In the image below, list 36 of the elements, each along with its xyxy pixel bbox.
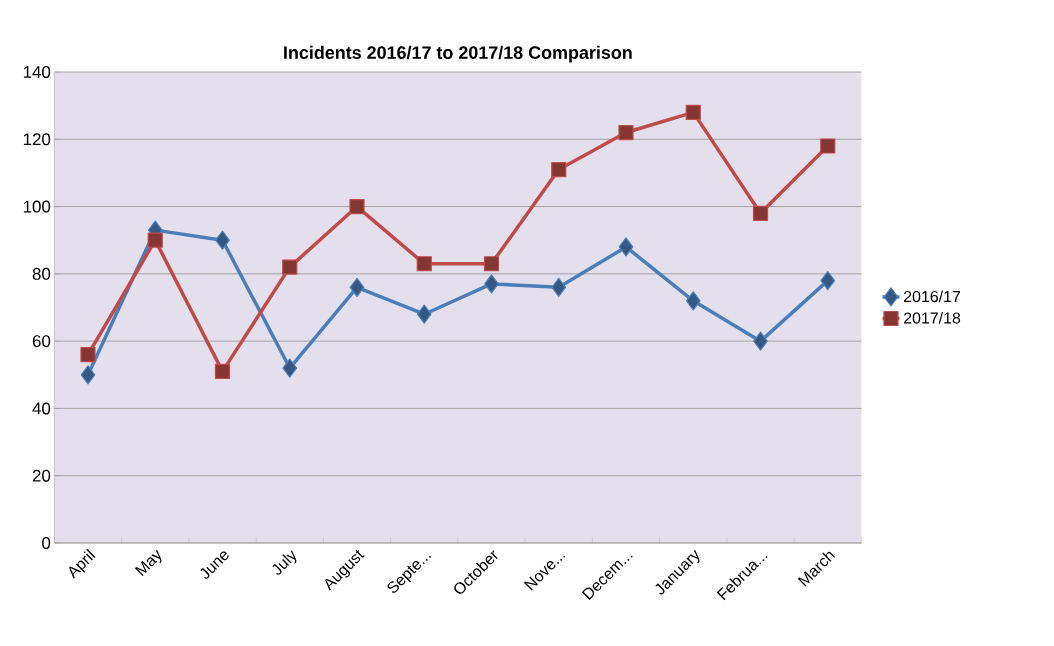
point [483,256,500,272]
legend-label: 2016/17 [904,290,961,303]
y-tick-label: 0 [42,537,51,549]
chart-title: Incidents 2016/17 to 2017/18 Comparison [284,45,632,63]
point [685,104,701,120]
y-tick-label: 60 [32,335,51,348]
x-tick-label: May [134,549,162,577]
point [753,331,768,351]
point [349,277,365,297]
point [214,363,231,380]
point [80,365,96,385]
y-tick-label: 80 [32,267,51,280]
point [80,347,96,363]
y-tick-label: 140 [23,66,51,78]
point [215,230,230,250]
point [820,270,836,291]
point [618,237,634,257]
y-tick-label: 40 [32,402,51,415]
point [282,358,298,378]
point [685,291,701,311]
point [416,304,432,324]
y-tick-label: 20 [32,469,51,482]
y-tick-label: 100 [23,200,51,213]
point [484,274,499,294]
point [752,205,769,221]
point [282,259,298,275]
point [820,138,836,154]
point [618,124,634,141]
point [551,277,567,297]
point [349,198,365,215]
x-tick-label: July [272,550,297,575]
point [551,161,567,178]
y-tick-label: 120 [23,133,51,146]
point [147,232,163,248]
legend-label: 2017/18 [904,311,961,324]
point [416,256,432,272]
